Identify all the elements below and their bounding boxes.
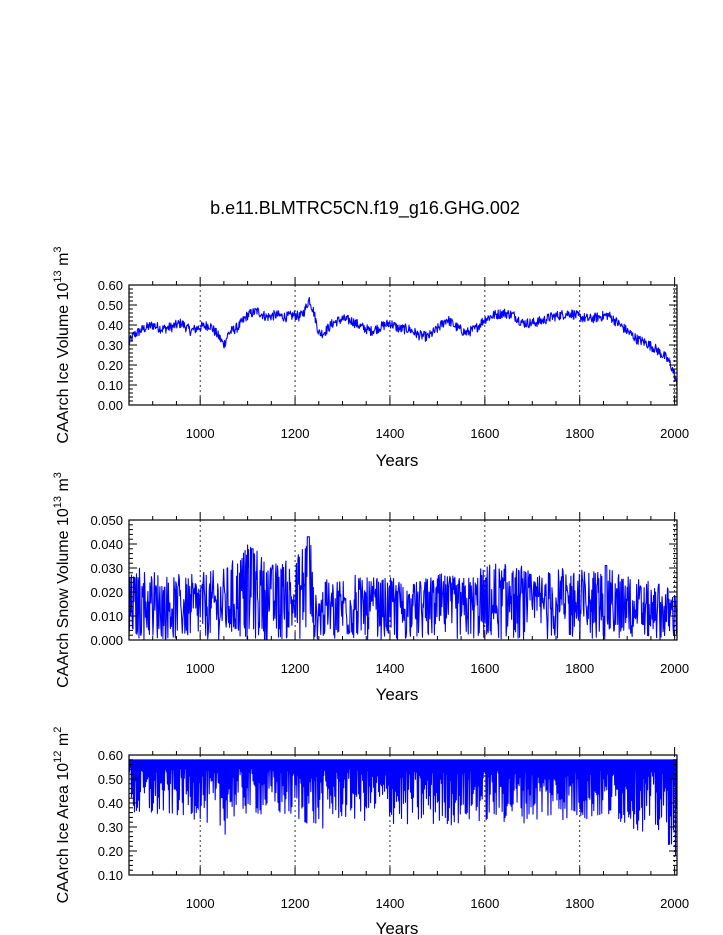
x-tick-label: 1400 <box>375 896 404 911</box>
y-axis-title-part: 2 <box>52 727 64 733</box>
y-axis-title: CAArch Ice Area 1012 m2 <box>52 727 72 904</box>
plot-frame <box>128 754 678 876</box>
y-tick-label: 0.30 <box>98 820 123 835</box>
y-tick-label: 0.50 <box>98 772 123 787</box>
series-line-snow_volume <box>129 536 677 640</box>
plot-frame <box>128 284 678 406</box>
x-tick-label: 1000 <box>186 661 215 676</box>
x-tick-label: 1800 <box>565 896 594 911</box>
y-tick-label: 0.20 <box>98 844 123 859</box>
y-tick-label: 0.10 <box>98 378 123 393</box>
x-tick-label: 1200 <box>281 896 310 911</box>
y-tick-label: 0.030 <box>90 561 123 576</box>
x-tick-label: 1600 <box>470 426 499 441</box>
y-axis-title: CAArch Snow Volume 1013 m3 <box>52 472 72 688</box>
y-axis-title-part: 3 <box>52 472 64 478</box>
x-axis-title: Years <box>376 451 419 470</box>
x-axis-title: Years <box>376 685 419 704</box>
y-axis-title-part: 13 <box>52 270 64 282</box>
x-tick-label: 1000 <box>186 896 215 911</box>
x-axis-title: Years <box>376 919 419 935</box>
x-tick-label: 2000 <box>660 426 689 441</box>
panel-3: 1000 1200 1400 1600 1800 2000 0.10 0.20 0.30 0.40… <box>52 727 689 935</box>
panel-2: 1000 1200 1400 1600 1800 2000 0.000 0.010 0.020 0… <box>52 472 689 704</box>
x-tick-label: 2000 <box>660 661 689 676</box>
y-tick-label: 0.60 <box>98 748 123 763</box>
y-tick-label: 0.00 <box>98 398 123 413</box>
x-tick-label: 1400 <box>375 661 404 676</box>
series-line-ice_area_max <box>129 759 677 856</box>
x-tick-label: 1800 <box>565 661 594 676</box>
y-axis-title-part: 12 <box>52 751 64 763</box>
x-tick-label: 1800 <box>565 426 594 441</box>
y-axis-title: CAArch Ice Volume 1013 m3 <box>52 246 72 443</box>
y-tick-label: 0.050 <box>90 513 123 528</box>
y-axis-title-part: 13 <box>52 496 64 508</box>
y-tick-label: 0.010 <box>90 609 123 624</box>
y-axis-title-part: m <box>55 478 72 496</box>
plot-frame <box>128 519 678 641</box>
y-axis-title-part: CAArch Snow Volume 10 <box>55 508 72 688</box>
panel-1: 1000 1200 1400 1600 1800 2000 0.00 0.10 0.20 0.30… <box>52 246 689 470</box>
y-tick-label: 0.40 <box>98 796 123 811</box>
x-tick-label: 1600 <box>470 661 499 676</box>
figure-title: b.e11.BLMTRC5CN.f19_g16.GHG.002 <box>210 198 520 219</box>
y-tick-label: 0.20 <box>98 358 123 373</box>
y-tick-label: 0.40 <box>98 318 123 333</box>
y-tick-label: 0.040 <box>90 537 123 552</box>
y-tick-label: 0.50 <box>98 298 123 313</box>
y-axis-title-part: m <box>55 733 72 751</box>
y-tick-label: 0.60 <box>98 278 123 293</box>
y-axis-title-part: CAArch Ice Volume 10 <box>55 282 72 443</box>
x-tick-label: 1600 <box>470 896 499 911</box>
y-axis-title-part: m <box>55 253 72 271</box>
y-axis-title-part: 3 <box>52 246 64 252</box>
y-tick-label: 0.000 <box>90 633 123 648</box>
x-tick-label: 1400 <box>375 426 404 441</box>
y-tick-label: 0.020 <box>90 585 123 600</box>
x-tick-label: 1200 <box>281 661 310 676</box>
x-tick-label: 2000 <box>660 896 689 911</box>
y-tick-label: 0.10 <box>98 868 123 883</box>
panels: 1000 1200 1400 1600 1800 2000 0.00 0.10 0.20 0.30… <box>52 246 689 935</box>
y-axis-title-part: CAArch Ice Area 10 <box>55 763 72 904</box>
x-tick-label: 1000 <box>186 426 215 441</box>
y-tick-label: 0.30 <box>98 338 123 353</box>
series-line-ice_volume <box>129 296 677 387</box>
x-tick-label: 1200 <box>281 426 310 441</box>
